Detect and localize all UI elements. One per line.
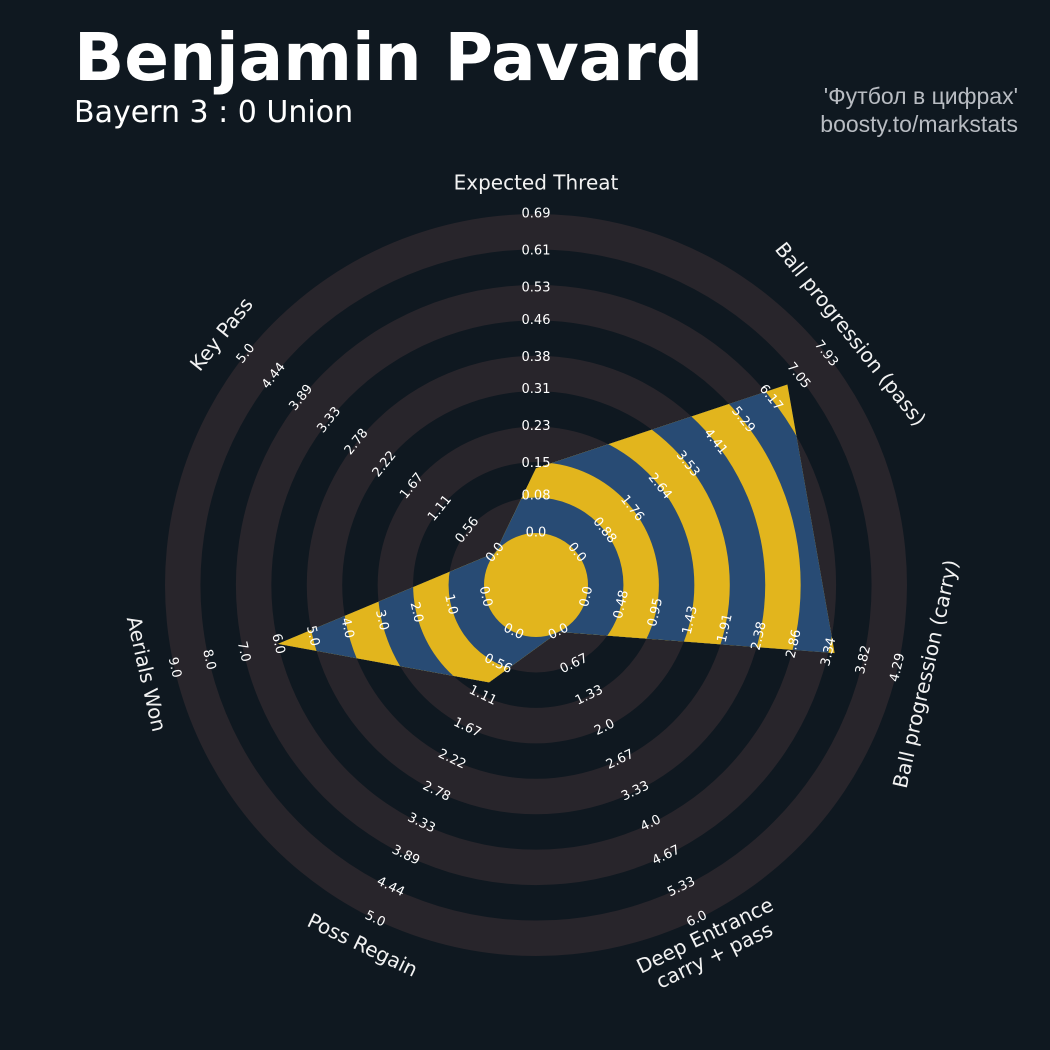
tick-label: 0.48 (611, 589, 632, 621)
tick-label: 8.0 (199, 648, 218, 672)
tick-label: 2.0 (407, 601, 426, 625)
tick-label: 0.69 (522, 207, 551, 222)
credit: 'Футбол в цифрах' (824, 83, 1018, 109)
tick-label: 0.53 (522, 280, 551, 295)
tick-label: 2.86 (783, 628, 804, 660)
tick-label: 0.95 (645, 597, 666, 629)
radar-band (484, 533, 588, 637)
tick-label: 4.29 (887, 652, 908, 684)
tick-label: 1.43 (680, 604, 701, 636)
tick-label: 4.0 (337, 616, 356, 640)
tick-label: 5.0 (303, 624, 322, 648)
tick-label: 0.46 (522, 313, 551, 328)
tick-label: 2.38 (749, 620, 770, 652)
tick-label: 1.0 (441, 593, 460, 617)
tick-label: 0.61 (522, 243, 551, 258)
tick-label: 7.0 (234, 640, 253, 664)
tick-label: 3.82 (853, 644, 874, 676)
chart-title: Benjamin Pavard (74, 19, 703, 96)
axis-label: Expected Threat (454, 171, 619, 195)
tick-label: 9.0 (165, 656, 184, 680)
tick-label: 6.0 (268, 632, 287, 656)
chart-subtitle: Bayern 3 : 0 Union (74, 95, 353, 130)
tick-label: 0.23 (522, 419, 551, 434)
credit: boosty.to/markstats (820, 111, 1018, 137)
tick-label: 3.0 (372, 608, 391, 632)
tick-label: 3.34 (818, 636, 839, 668)
tick-label: 0.31 (522, 382, 551, 397)
tick-label: 1.91 (715, 612, 736, 644)
tick-label: 0.0 (577, 585, 596, 609)
tick-label: 0.15 (522, 456, 551, 471)
tick-label: 0.08 (522, 489, 551, 504)
tick-label: 0.38 (522, 350, 551, 365)
tick-label: 0.0 (526, 526, 547, 541)
tick-label: 0.0 (476, 585, 495, 609)
